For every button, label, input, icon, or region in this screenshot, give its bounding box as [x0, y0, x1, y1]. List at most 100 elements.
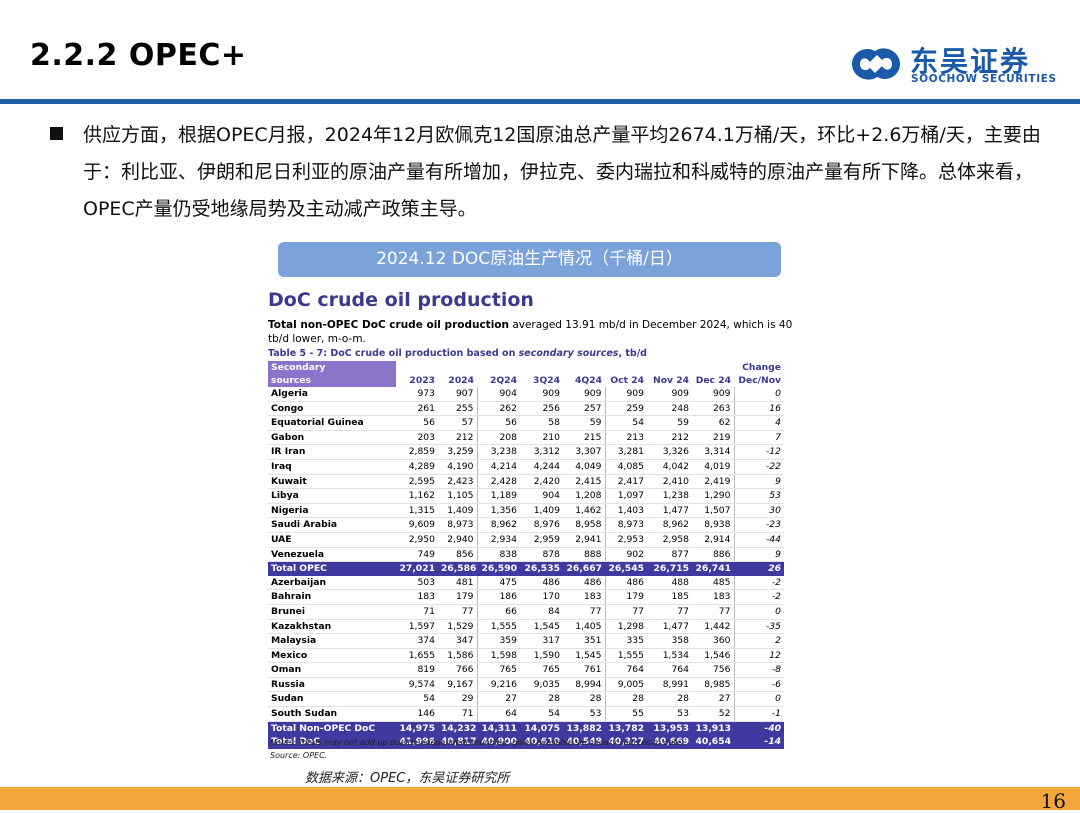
table-caption: Table 5 - 7: DoC crude oil production ba…	[268, 348, 647, 359]
notes-line: Notes: Totals may not add up due to inde…	[270, 738, 685, 747]
table-cell: 2,914	[692, 532, 735, 548]
table-cell: 210	[520, 430, 563, 446]
table-header-cell	[396, 361, 438, 374]
table-cell: 256	[520, 401, 563, 417]
table-cell: 3,259	[438, 444, 478, 460]
table-cell: 40,654	[692, 735, 734, 749]
table-row: Kuwait 2,595 2,423 2,428 2,420 2,415 2,417 2,41…	[268, 474, 784, 490]
table-cell: 1,290	[692, 488, 735, 504]
table-cell: 909	[692, 387, 735, 402]
table-cell: 2,958	[647, 532, 692, 548]
table-row-label: Iraq	[268, 459, 396, 475]
table-cell: 766	[438, 662, 478, 678]
table-cell: 40,610	[520, 735, 563, 749]
table-row-label: Malaysia	[268, 633, 396, 649]
table-cell: 904	[477, 387, 520, 402]
table-cell: 4	[734, 415, 784, 431]
table-cell: 16	[734, 401, 784, 417]
table-cell: -14	[734, 735, 784, 749]
table-cell: 2,950	[396, 532, 438, 548]
table-header-cell: Dec/Nov	[738, 375, 781, 386]
table-cell: 9,609	[396, 517, 438, 533]
table-cell: 907	[438, 387, 478, 402]
table-row: Malaysia 374 347 359 317 351 335 358 360 2	[268, 633, 784, 649]
table-cell: 84	[520, 604, 563, 620]
table-cell: 3,326	[647, 444, 692, 460]
table-cell: -6	[734, 677, 784, 693]
table-cell: 185	[647, 589, 692, 605]
table-cell: 8,962	[647, 517, 692, 533]
table-cell: 4,244	[520, 459, 563, 475]
table-cell: 1,238	[647, 488, 692, 504]
table-cell: 77	[605, 604, 647, 620]
table-cell: 2,959	[520, 532, 563, 548]
table-cell: 1,477	[647, 619, 692, 635]
table-cell: 14,075	[520, 721, 563, 736]
table-cell: 26,545	[605, 561, 647, 576]
doc-description-rest: averaged 13.91 mb/d in December 2024, wh…	[268, 319, 793, 345]
table-cell: 26,535	[520, 561, 563, 576]
table-row: Algeria 973 907 904 909 909 909 909 909 0	[268, 387, 784, 402]
table-cell: 14,975	[396, 721, 438, 736]
table-cell: 71	[396, 604, 438, 620]
table-cell: 66	[477, 604, 520, 620]
table-cell: 1,409	[520, 503, 563, 519]
table-cell: 1,529	[438, 619, 478, 635]
table-cell: -44	[734, 532, 784, 548]
table-cell: 77	[563, 604, 606, 620]
table-header-cell: 4Q24	[575, 375, 602, 386]
table-cell: 14,232	[438, 721, 477, 736]
table-cell: 77	[438, 604, 478, 620]
table-cell: 1,555	[605, 648, 647, 664]
table-cell: 71	[438, 706, 478, 722]
table-row: Iraq 4,289 4,190 4,214 4,244 4,049 4,085 4,042 4…	[268, 459, 784, 475]
table-cell: -12	[734, 444, 784, 460]
table-cell: 2,423	[438, 474, 478, 490]
logo-english-name: SOOCHOW SECURITIES	[911, 73, 1057, 85]
table-row-label: Venezuela	[268, 547, 396, 563]
table-cell: 9	[734, 547, 784, 563]
table-row: Bahrain 183 179 186 170 183 179 185 183 -2	[268, 589, 784, 605]
table-row-label: Algeria	[268, 387, 396, 402]
table-cell: 904	[520, 488, 563, 504]
table-cell: 53	[563, 706, 606, 722]
table-cell: 248	[647, 401, 692, 417]
table-cell: 1,546	[692, 648, 735, 664]
table-header-row: Secondary Change	[268, 361, 784, 374]
table-row: Saudi Arabia 9,609 8,973 8,962 8,976 8,958 8,9…	[268, 517, 784, 533]
table-cell: 262	[477, 401, 520, 417]
table-row-label: Total DoC	[268, 735, 396, 749]
table-cell: 317	[520, 633, 563, 649]
table-cell: 0	[734, 387, 784, 402]
table-cell: 41,996	[396, 735, 438, 749]
table-cell: 26,741	[692, 561, 734, 576]
table-row: Sudan 54 29 27 28 28 28 28 27 0	[268, 691, 784, 708]
table-cell: 40,549	[563, 735, 605, 749]
table-cell: 8,973	[605, 517, 647, 533]
table-cell: 146	[396, 706, 438, 722]
table-cell: 13,953	[647, 721, 692, 736]
table-cell: 1,097	[605, 488, 647, 504]
table-row: UAE 2,950 2,940 2,934 2,959 2,941 2,953 2,958 2,…	[268, 532, 784, 548]
page-title: 2.2.2 OPEC+	[30, 38, 247, 73]
table-cell: 28	[563, 691, 606, 708]
table-cell: -35	[734, 619, 784, 635]
table-row: Mexico 1,655 1,586 1,598 1,590 1,545 1,555 1,53…	[268, 648, 784, 664]
table-cell: 26,667	[563, 561, 605, 576]
table-row: Brunei 71 77 66 84 77 77 77 77 0	[268, 604, 784, 620]
table-cell: 488	[647, 575, 692, 591]
table-cell: 764	[647, 662, 692, 678]
table-cell: 9,574	[396, 677, 438, 693]
table-row-label: Nigeria	[268, 503, 396, 519]
table-cell: 358	[647, 633, 692, 649]
page-number: 16	[1040, 789, 1066, 813]
table-row: Congo 261 255 262 256 257 259 248 263 16	[268, 401, 784, 417]
body-paragraph: 供应方面，根据OPEC月报，2024年12月欧佩克12国原油总产量平均2674.…	[83, 124, 1041, 220]
table-row-label: Kuwait	[268, 474, 396, 490]
table-header-cell: 2Q24	[490, 375, 517, 386]
doc-description: Total non-OPEC DoC crude oil production …	[268, 318, 793, 346]
table-cell: 749	[396, 547, 438, 563]
table-cell: 1,409	[438, 503, 478, 519]
table-cell: 1,590	[520, 648, 563, 664]
table-cell: 765	[520, 662, 563, 678]
